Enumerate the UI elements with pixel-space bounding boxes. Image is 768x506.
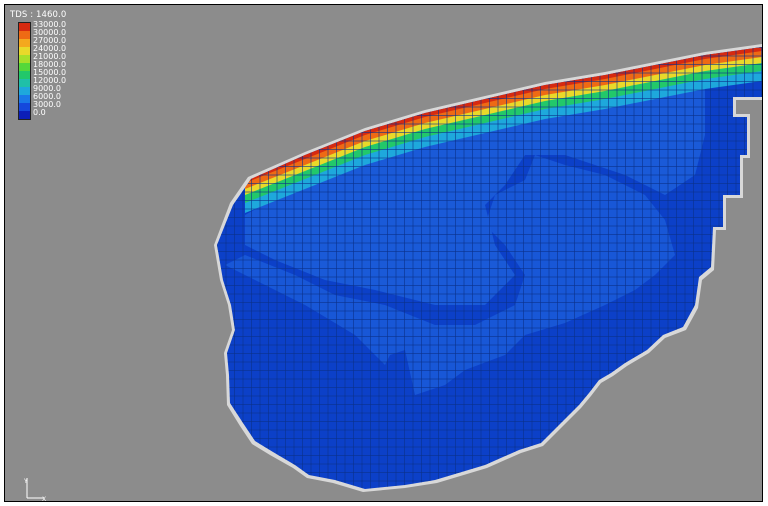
legend-label: 18000.0 <box>33 60 67 69</box>
legend-label: 27000.0 <box>33 36 67 45</box>
legend-label: 9000.0 <box>33 84 61 93</box>
legend-swatch <box>19 103 30 111</box>
legend-swatch-column <box>18 22 31 120</box>
legend-swatch <box>19 79 30 87</box>
axis-triad-icon: Y X <box>23 478 46 501</box>
legend-label: 15000.0 <box>33 68 67 77</box>
legend-swatch <box>19 23 30 31</box>
legend-title: TDS : 1460.0 <box>10 10 67 20</box>
legend-swatch <box>19 111 30 119</box>
legend-swatch <box>19 63 30 71</box>
axis-y-label: Y <box>23 478 28 485</box>
legend-label: 24000.0 <box>33 44 67 53</box>
legend-swatch <box>19 95 30 103</box>
model-grid <box>217 47 762 489</box>
legend-swatch <box>19 39 30 47</box>
legend-label: 6000.0 <box>33 92 61 101</box>
legend-label: 12000.0 <box>33 76 67 85</box>
legend-label: 30000.0 <box>33 28 67 37</box>
legend-label-column: 33000.0 30000.0 27000.0 24000.0 21000.0 18000… <box>33 21 66 117</box>
legend-label: 0.0 <box>33 108 46 117</box>
legend-label: 3000.0 <box>33 100 61 109</box>
legend-swatch <box>19 87 30 95</box>
legend-swatch <box>19 47 30 55</box>
axis-x-label: X <box>42 496 46 501</box>
legend-swatch <box>19 55 30 63</box>
legend-swatch <box>19 31 30 39</box>
model-viewport[interactable]: TDS : 1460.0 33000.0 30000.0 27000.0 24000.… <box>4 4 763 502</box>
legend-swatch <box>19 71 30 79</box>
tds-contour-map[interactable] <box>5 5 762 501</box>
legend-label: 33000.0 <box>33 20 67 29</box>
legend-label: 21000.0 <box>33 52 67 61</box>
